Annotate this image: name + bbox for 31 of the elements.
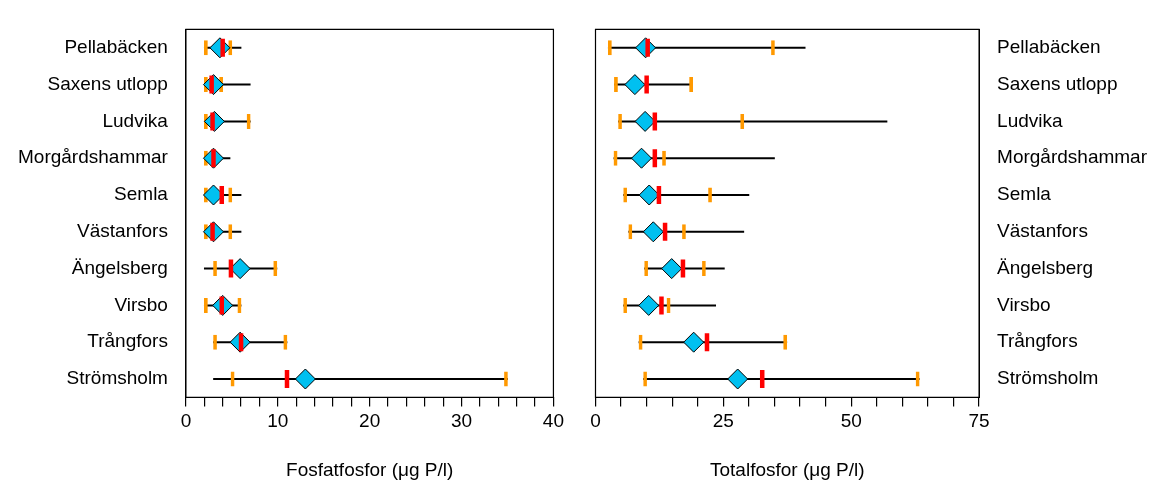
- x-tick-label: 50: [840, 410, 862, 432]
- x-axis-title: Fosfatfosfor (μg P/l): [286, 458, 454, 480]
- y-tick-label: Västanfors: [77, 220, 168, 242]
- x-axis-title: Totalfosfor (μg P/l): [710, 458, 865, 480]
- x-tick-label: 0: [180, 410, 192, 432]
- y-tick-label: Semla: [114, 183, 169, 205]
- y-tick-label: Trångfors: [87, 330, 168, 352]
- y-tick-label: Trångfors: [997, 330, 1078, 352]
- y-tick-label: Saxens utlopp: [47, 72, 168, 94]
- x-tick-label: 30: [450, 410, 473, 432]
- x-tick-label: 10: [267, 410, 289, 432]
- x-tick-label: 25: [712, 410, 734, 432]
- x-tick-label: 40: [542, 410, 564, 432]
- y-tick-label: Ludvika: [102, 109, 169, 131]
- y-tick-label: Pellabäcken: [64, 36, 168, 58]
- y-tick-label: Saxens utlopp: [997, 72, 1118, 94]
- y-tick-label: Pellabäcken: [997, 36, 1101, 58]
- y-tick-label: Morgårdshammar: [997, 146, 1148, 168]
- y-tick-label: Ängelsberg: [71, 256, 168, 278]
- y-tick-label: Ängelsberg: [997, 256, 1094, 278]
- y-tick-label: Västanfors: [997, 220, 1088, 242]
- y-tick-label: Strömsholm: [66, 367, 168, 389]
- x-tick-label: 0: [590, 410, 601, 432]
- y-tick-label: Strömsholm: [997, 367, 1099, 389]
- y-tick-label: Semla: [997, 183, 1052, 205]
- y-tick-label: Morgårdshammar: [17, 146, 169, 168]
- y-tick-label: Virsbo: [114, 293, 168, 315]
- y-tick-label: Ludvika: [997, 109, 1063, 131]
- x-tick-label: 75: [968, 410, 990, 432]
- x-tick-label: 20: [359, 410, 381, 432]
- y-tick-label: Virsbo: [997, 293, 1051, 315]
